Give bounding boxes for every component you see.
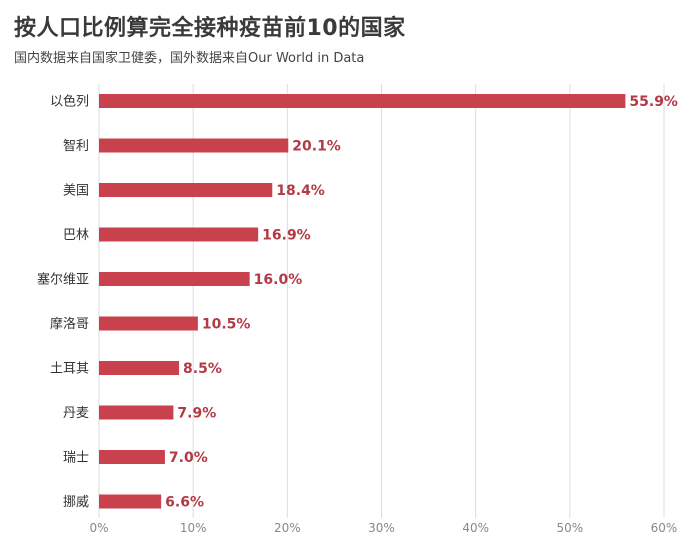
x-tick-label: 50%	[556, 521, 583, 535]
value-labels: 55.9% 20.1% 18.4% 16.9% 16.0% 10.5% 8.5% 7.9% 7.…	[165, 94, 678, 511]
data-label: 16.0%	[254, 272, 303, 288]
category-label: 巴林	[63, 228, 89, 243]
category-label: 挪威	[63, 495, 89, 510]
data-label: 7.9%	[177, 406, 216, 422]
category-label: 智利	[63, 139, 89, 154]
data-label: 16.9%	[262, 228, 311, 244]
bar	[99, 227, 259, 242]
chart-subtitle: 国内数据来自国家卫健委，国外数据来自Our World in Data	[14, 51, 365, 66]
category-label: 塞尔维亚	[37, 272, 89, 288]
data-label: 55.9%	[629, 94, 678, 110]
bar	[99, 361, 180, 375]
category-label: 以色列	[50, 94, 89, 110]
category-label: 美国	[63, 184, 89, 199]
bar	[99, 138, 289, 153]
category-label: 摩洛哥	[50, 316, 89, 332]
x-tick-label: 60%	[651, 521, 678, 535]
x-tick-label: 20%	[274, 521, 301, 535]
data-label: 8.5%	[183, 361, 222, 377]
category-label: 瑞士	[63, 451, 89, 466]
bar	[99, 272, 250, 286]
bar	[99, 94, 626, 108]
grid-lines	[98, 84, 665, 518]
category-label: 土耳其	[50, 362, 89, 377]
x-tick-label: 0%	[89, 521, 108, 535]
x-tick-label: 40%	[462, 521, 489, 535]
data-label: 20.1%	[292, 139, 341, 155]
bar	[99, 405, 174, 420]
data-label: 18.4%	[276, 183, 325, 199]
bar	[99, 183, 273, 197]
x-axis-ticks: 0% 10% 20% 30% 40% 50% 60%	[89, 521, 677, 535]
chart-title: 按人口比例算完全接种疫苗前10的国家	[14, 16, 406, 41]
data-label: 10.5%	[202, 317, 251, 333]
data-label: 7.0%	[169, 450, 208, 466]
bar	[99, 494, 162, 509]
category-label: 丹麦	[63, 406, 89, 421]
x-tick-label: 10%	[180, 521, 207, 535]
x-tick-label: 30%	[368, 521, 395, 535]
data-label: 6.6%	[165, 495, 204, 511]
bars	[99, 94, 626, 509]
bar	[99, 450, 165, 464]
bar	[99, 316, 198, 331]
